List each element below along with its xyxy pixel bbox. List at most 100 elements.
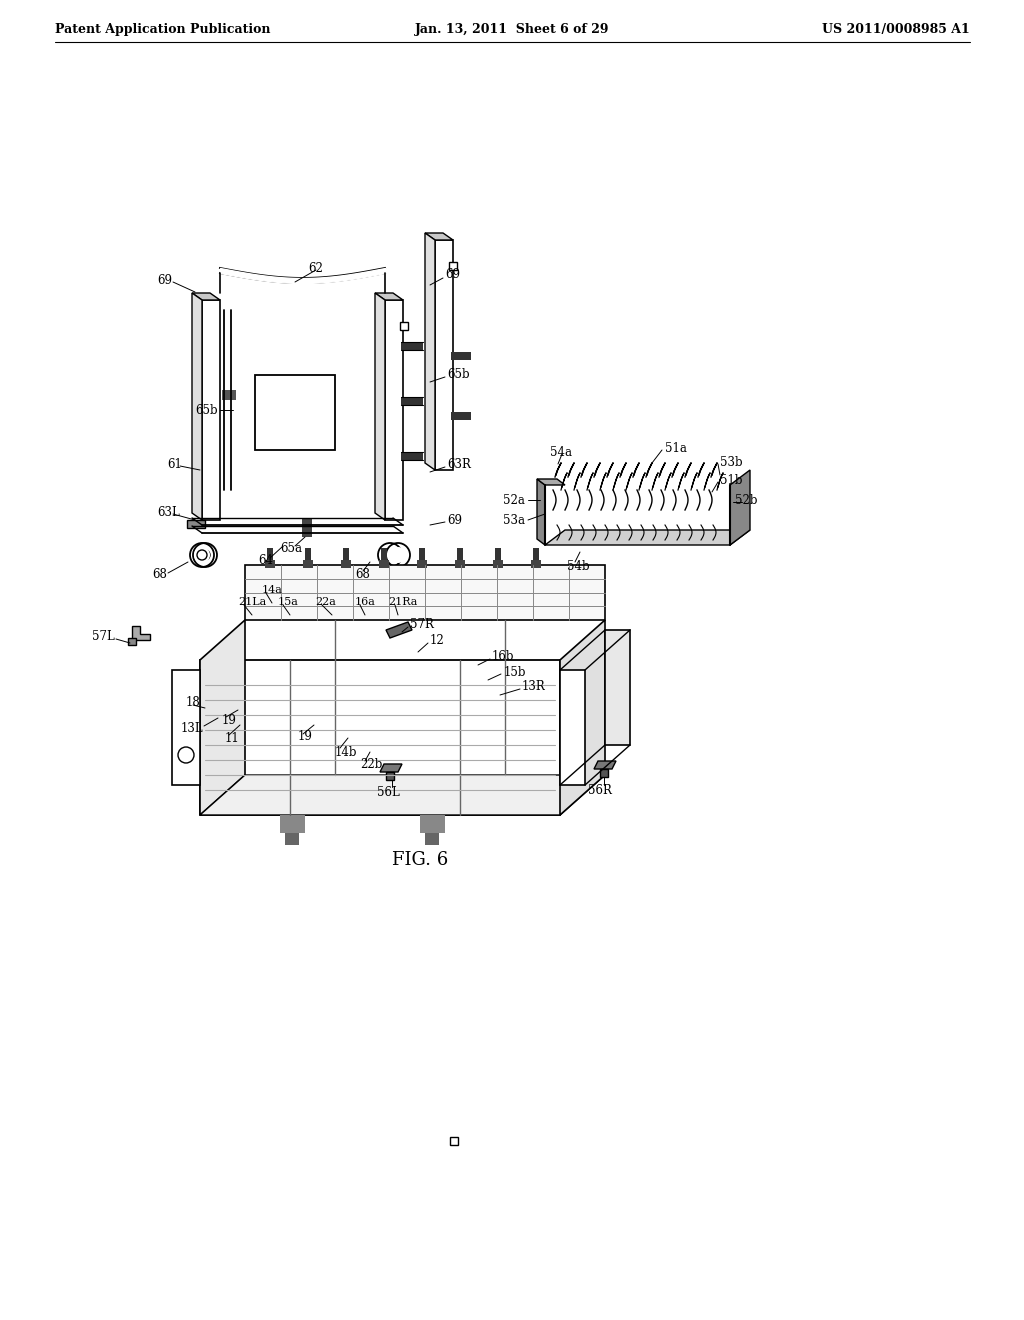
Text: 22b: 22b [360,759,382,771]
Bar [381,548,387,560]
Text: 53a: 53a [503,513,525,527]
Text: 68: 68 [152,569,167,582]
Text: 62: 62 [308,261,323,275]
Bar [400,322,408,330]
Polygon shape [375,293,385,520]
Text: 68: 68 [355,569,370,582]
Text: 21La: 21La [238,597,266,607]
Text: 21Ra: 21Ra [388,597,418,607]
Bar [265,560,275,568]
Text: 65b: 65b [196,404,218,417]
Bar [534,548,539,560]
Polygon shape [386,772,394,780]
Text: 13R: 13R [522,681,546,693]
Polygon shape [425,234,453,240]
Text: 52a: 52a [503,494,525,507]
Polygon shape [132,626,150,640]
Bar [305,548,311,560]
Polygon shape [545,531,750,545]
Bar [449,261,457,271]
Text: 15b: 15b [504,665,526,678]
Text: Jan. 13, 2011  Sheet 6 of 29: Jan. 13, 2011 Sheet 6 of 29 [415,24,609,37]
Text: 65a: 65a [280,541,302,554]
Bar [379,560,389,568]
Bar [280,814,305,833]
Text: 65b: 65b [447,368,470,381]
Bar [341,560,351,568]
Polygon shape [537,479,545,545]
Polygon shape [200,775,605,814]
Bar [605,630,630,744]
Text: 22a: 22a [315,597,336,607]
Text: 18: 18 [186,696,201,709]
Polygon shape [594,762,616,770]
Circle shape [197,546,213,564]
Polygon shape [128,638,136,645]
Bar [560,671,585,785]
Bar [401,397,423,405]
Bar [285,833,299,845]
Polygon shape [537,479,565,484]
Polygon shape [435,240,453,470]
Text: 61: 61 [167,458,182,470]
Bar [495,548,501,560]
Text: 15a: 15a [278,597,299,607]
Polygon shape [187,520,205,528]
Text: 56L: 56L [377,785,399,799]
Text: 69: 69 [445,268,460,281]
Text: 54b: 54b [567,560,590,573]
Text: 16b: 16b [492,651,514,664]
Text: 56R: 56R [588,784,612,796]
Circle shape [194,546,210,564]
Bar [450,1137,458,1144]
Text: 12: 12 [430,634,444,647]
Text: 14b: 14b [335,746,357,759]
Text: 53b: 53b [720,455,742,469]
Bar [455,560,465,568]
Text: 64: 64 [258,553,273,566]
Text: 11: 11 [225,731,240,744]
Text: Patent Application Publication: Patent Application Publication [55,24,270,37]
Bar [255,375,335,450]
Polygon shape [425,234,435,470]
Bar [302,519,312,537]
Polygon shape [202,300,220,520]
Bar [417,560,427,568]
Bar [267,548,273,560]
Text: 16a: 16a [355,597,376,607]
Bar [303,560,313,568]
Text: 57R: 57R [410,619,434,631]
Bar [425,833,439,845]
Bar [531,560,541,568]
Text: 63R: 63R [447,458,471,471]
Polygon shape [193,293,202,520]
Bar [222,389,236,400]
Text: 51b: 51b [720,474,742,487]
Polygon shape [385,300,403,520]
Text: 52b: 52b [735,494,758,507]
Text: 14a: 14a [262,585,283,595]
Text: 54a: 54a [550,446,572,458]
Bar [493,560,503,568]
Bar [451,412,471,420]
Polygon shape [386,622,412,638]
Text: 19: 19 [222,714,237,726]
Polygon shape [200,660,560,814]
Bar [419,548,425,560]
Polygon shape [380,764,402,772]
Bar [172,671,200,785]
Text: 69: 69 [447,513,462,527]
Text: 13L: 13L [180,722,203,735]
Polygon shape [245,565,605,620]
Polygon shape [730,470,750,545]
Text: FIG. 6: FIG. 6 [392,851,449,869]
Text: 63L: 63L [157,506,180,519]
Polygon shape [560,620,605,814]
Polygon shape [600,770,608,777]
Text: US 2011/0008985 A1: US 2011/0008985 A1 [822,24,970,37]
Bar [457,548,463,560]
Bar [420,814,445,833]
Text: 19: 19 [298,730,313,743]
Polygon shape [200,620,245,814]
Bar [343,548,349,560]
